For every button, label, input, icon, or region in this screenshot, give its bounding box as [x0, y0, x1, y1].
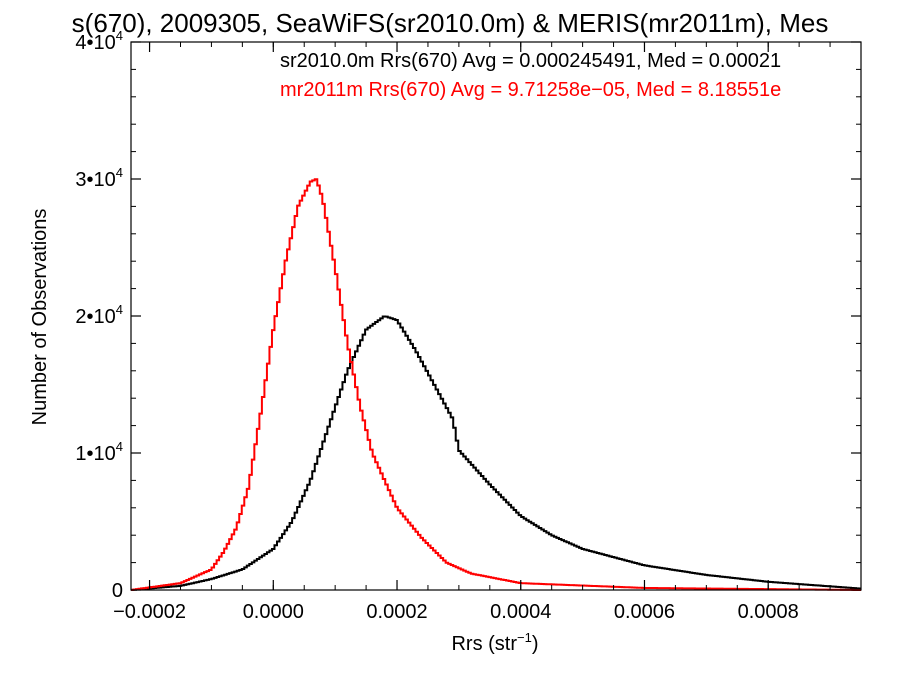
x-tick-label: −0.0002	[113, 601, 186, 623]
y-axis-label: Number of Observations	[29, 209, 51, 426]
legend-entry-black-series: sr2010.0m Rrs(670) Avg = 0.000245491, Me…	[280, 50, 781, 72]
x-axis-label: Rrs (str−1)	[451, 630, 538, 655]
chart-title: s(670), 2009305, SeaWiFS(sr2010.0m) & ME…	[72, 8, 829, 38]
series-line-black	[131, 315, 861, 591]
x-tick-label: 0.0008	[738, 601, 799, 623]
x-tick-label: 0.0000	[243, 601, 304, 623]
y-tick-label: 3•104	[75, 165, 123, 191]
y-tick-label: 2•104	[75, 302, 123, 328]
y-tick-label: 0	[112, 580, 123, 602]
y-tick-label: 1•104	[75, 439, 123, 465]
x-tick-label: 0.0004	[490, 601, 551, 623]
plot-frame	[130, 41, 862, 591]
legend: sr2010.0m Rrs(670) Avg = 0.000245491, Me…	[280, 50, 781, 101]
x-tick-label: 0.0002	[366, 601, 427, 623]
legend-entry-red-series: mr2011m Rrs(670) Avg = 9.71258e−05, Med …	[280, 79, 781, 101]
y-tick-label: 4•104	[75, 28, 123, 54]
x-tick-label: 0.0006	[614, 601, 675, 623]
series-layer	[131, 178, 861, 591]
ticks-layer: −0.0002 0.0000 0.0002 0.0004 0.0006 0.0008 0 1•…	[75, 28, 861, 623]
series-line-red	[131, 178, 861, 591]
x-axis-label-superscript: −1	[517, 630, 532, 645]
